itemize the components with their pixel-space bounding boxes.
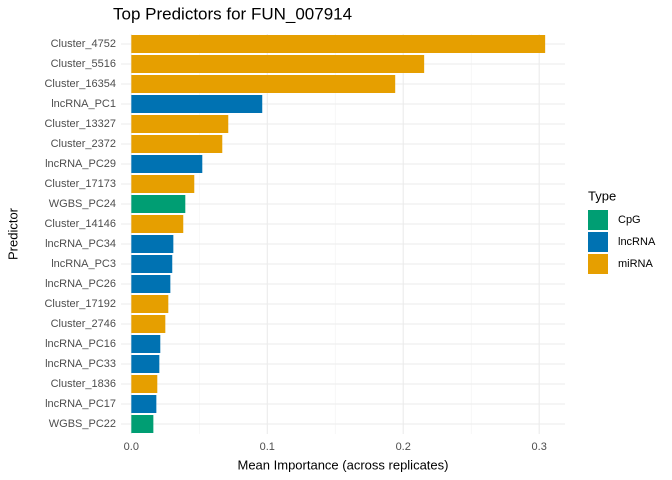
bar [131,395,157,413]
y-tick-label: Cluster_2372 [51,138,116,150]
y-tick-label: lncRNA_PC17 [45,398,116,410]
y-tick-label: Cluster_5516 [51,58,116,70]
y-tick-label: lncRNA_PC16 [45,338,116,350]
bar [131,315,166,333]
chart-title: Top Predictors for FUN_007914 [113,4,352,23]
bar [131,195,186,213]
y-tick-label: Cluster_1836 [51,378,116,390]
bar [131,135,223,153]
legend-title: Type [588,188,616,203]
y-tick-label: Cluster_4752 [51,38,116,50]
y-tick-label: Cluster_14146 [44,218,116,230]
legend-label: lncRNA [618,236,656,248]
bar [131,375,158,393]
bar [131,295,169,313]
y-tick-label: lncRNA_PC29 [45,158,116,170]
y-tick-label: WGBS_PC24 [49,198,116,210]
y-tick-label: Cluster_16354 [44,78,116,90]
y-tick-label: Cluster_17173 [44,178,116,190]
y-tick-label: lncRNA_PC1 [51,98,116,110]
x-tick-label: 0.2 [396,441,411,453]
bar [131,75,396,93]
x-axis-title: Mean Importance (across replicates) [238,457,449,472]
y-tick-label: WGBS_PC22 [49,418,116,430]
y-tick-label: lncRNA_PC33 [45,358,116,370]
bar [131,275,171,293]
y-tick-label: Cluster_17192 [44,298,116,310]
bar [131,415,154,433]
y-tick-label: Cluster_2746 [51,318,116,330]
bar [131,155,203,173]
bar [131,235,174,253]
bar [131,115,229,133]
legend-key [588,254,608,274]
bar [131,55,425,73]
x-tick-label: 0.0 [124,441,139,453]
bar [131,95,263,113]
bar [131,255,173,273]
y-tick-label: Cluster_13327 [44,118,116,130]
x-tick-label: 0.3 [532,441,547,453]
legend-key [588,232,608,252]
y-axis-title: Predictor [5,207,20,260]
bar [131,175,195,193]
legend-key [588,210,608,230]
bar [131,355,160,373]
x-tick-label: 0.1 [260,441,275,453]
y-tick-label: lncRNA_PC34 [45,238,116,250]
y-tick-label: lncRNA_PC3 [51,258,116,270]
legend-label: miRNA [618,258,653,270]
bar [131,215,184,233]
bar [131,35,546,53]
y-tick-label: lncRNA_PC26 [45,278,116,290]
legend-label: CpG [618,214,641,226]
bar [131,335,161,353]
